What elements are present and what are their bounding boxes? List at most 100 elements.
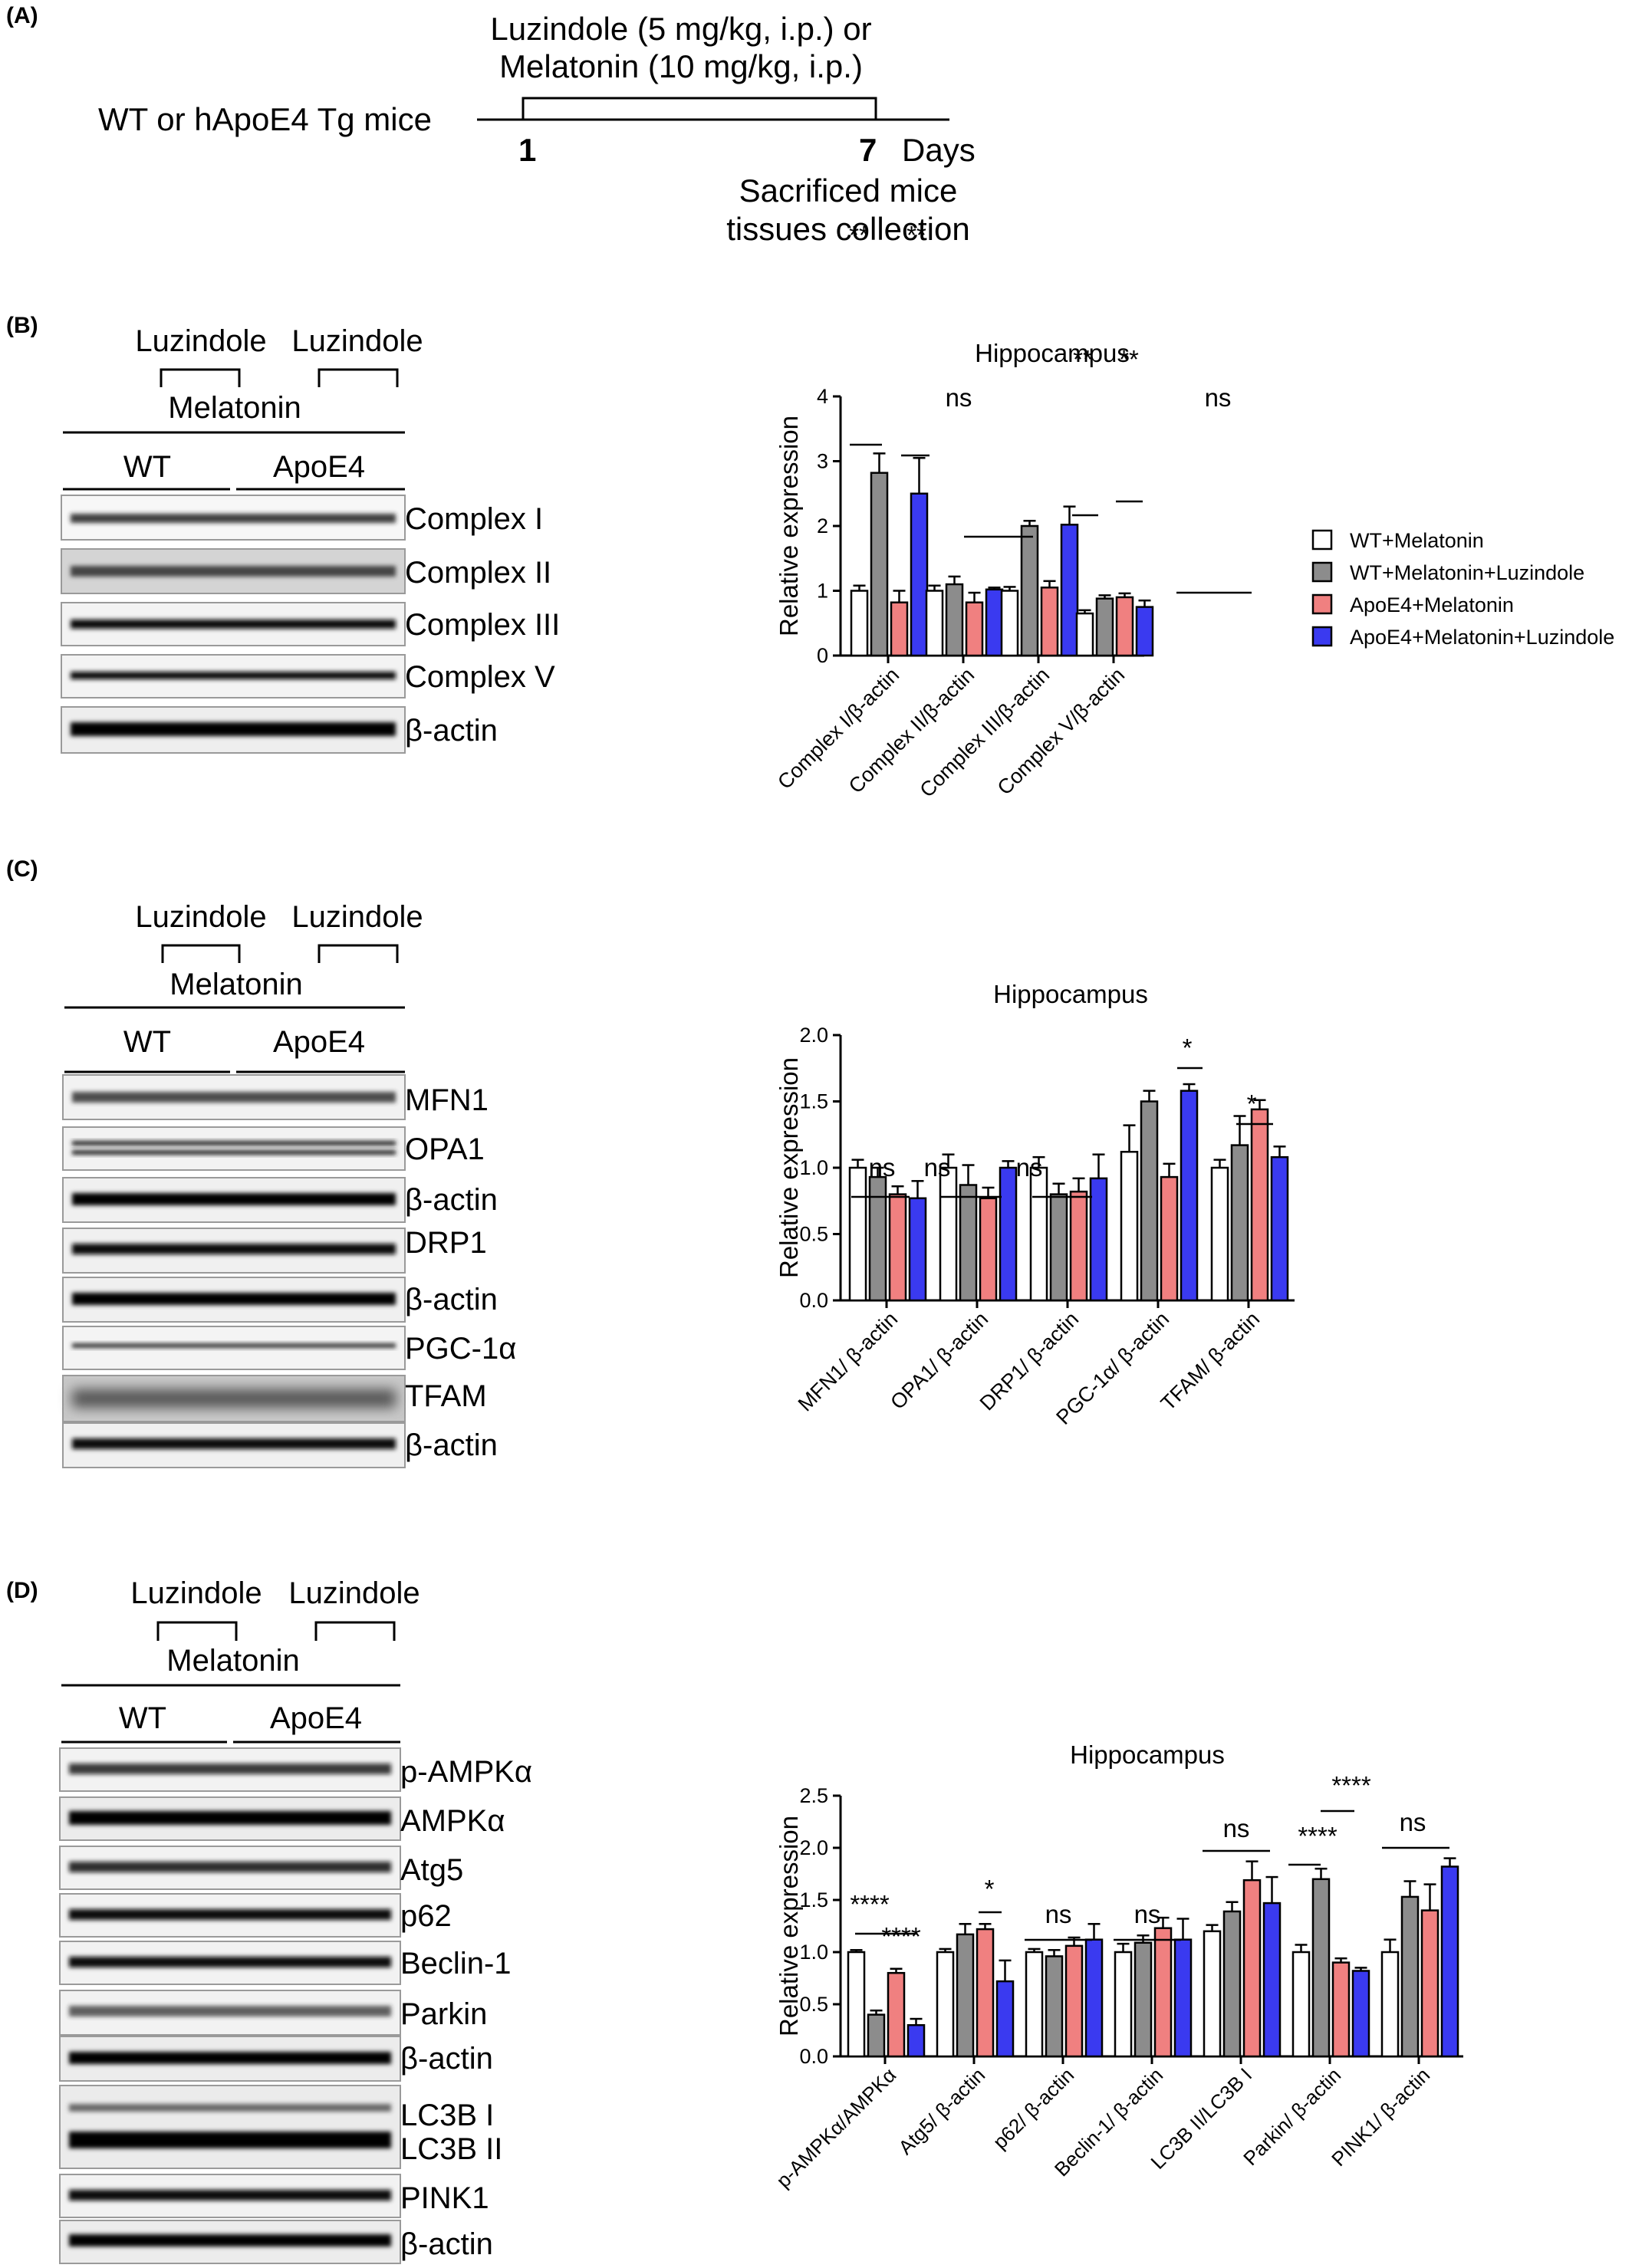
- panel-a-subject: WT or hApoE4 Tg mice: [98, 101, 432, 137]
- blot-p62: [59, 1893, 401, 1938]
- y-axis-label: Relative expression: [775, 1816, 803, 2036]
- bar-1-1-0: [925, 590, 944, 657]
- blot-b-actin: [61, 706, 406, 754]
- significance-label: ns: [869, 1153, 896, 1182]
- y-tick-label: 0: [817, 644, 828, 667]
- blot-pink1: [59, 2174, 401, 2218]
- bar-2-1-2: [979, 1197, 998, 1302]
- wt-label: WT: [119, 1701, 166, 1735]
- chart-3: Hippocampus 0.0 0.5 1.0 1.5 2.0 2.5 Relative ex…: [772, 1740, 1463, 2192]
- blot-label-b-actin-d1: β-actin: [400, 2042, 493, 2076]
- blot-label-pgc1a: PGC-1α: [405, 1332, 516, 1366]
- x-tick-label: p62/ β-actin: [989, 2063, 1079, 2154]
- bar-3-5-0: [1291, 1951, 1311, 2058]
- bar-3-6-3: [1440, 1865, 1459, 2058]
- y-tick-label: 2.0: [799, 1836, 828, 1859]
- luzindole-bracket-1: [161, 944, 241, 963]
- x-tick-label: Complex II/β-actin: [844, 663, 979, 797]
- bar-2-1-3: [999, 1166, 1018, 1302]
- chart-title: Hippocampus: [975, 339, 1130, 367]
- panel-c-label: (C): [6, 856, 38, 882]
- bar-3-6-0: [1380, 1951, 1400, 2058]
- bar-3-0-0: [847, 1951, 866, 2058]
- apoe4-label: ApoE4: [273, 1025, 365, 1059]
- blot-p-ampka: [59, 1747, 401, 1792]
- significance-label: ns: [1045, 1900, 1072, 1928]
- blot-label-pink1: PINK1: [400, 2181, 489, 2215]
- blot-label-b-actin: β-actin: [405, 714, 498, 748]
- bar-2-0-1: [868, 1175, 887, 1302]
- chart-title: Hippocampus: [993, 980, 1148, 1008]
- blot-complex-ii: [61, 548, 406, 594]
- bar-3-4-1: [1222, 1910, 1242, 2058]
- y-tick-label: 3: [817, 450, 828, 473]
- blot-opa1: [62, 1126, 406, 1171]
- panel-a-treatment-line2: Melatonin (10 mg/kg, i.p.): [499, 48, 863, 84]
- wt-label: WT: [123, 450, 171, 484]
- y-tick-label: 1.0: [799, 1156, 828, 1179]
- y-tick-label: 1.5: [799, 1090, 828, 1113]
- bar-1-2-1: [1020, 524, 1039, 657]
- treatment-bracket: [522, 97, 877, 120]
- apoe4-label: ApoE4: [273, 450, 365, 484]
- blot-label-b-actin-3: β-actin: [405, 1428, 498, 1462]
- blot-label-parkin: Parkin: [400, 1997, 487, 2031]
- bar-2-4-3: [1270, 1155, 1289, 1302]
- melatonin-label: Melatonin: [169, 968, 302, 1001]
- bar-2-4-0: [1210, 1166, 1229, 1302]
- apoe4-label: ApoE4: [270, 1701, 362, 1735]
- bar-3-2-3: [1084, 1938, 1104, 2058]
- bar-2-3-2: [1160, 1175, 1179, 1302]
- blot-label-beclin1: Beclin-1: [400, 1947, 512, 1980]
- bar-2-3-1: [1140, 1100, 1159, 1302]
- blot-label-b-actin-1: β-actin: [405, 1183, 498, 1217]
- end-line2: tissues collection: [726, 211, 969, 247]
- significance-label: ****: [850, 1890, 890, 1918]
- blot-label-b-actin-d2: β-actin: [400, 2227, 493, 2261]
- x-tick-label: Complex III/β-actin: [915, 663, 1054, 802]
- significance-label: **: [1073, 345, 1093, 373]
- legend-swatch-3: [1311, 626, 1333, 647]
- blot-label-complex-iii: Complex III: [405, 608, 560, 642]
- luzindole-label-2: Luzindole: [291, 324, 423, 358]
- panel-a-label: (A): [6, 3, 38, 28]
- y-tick-label: 4: [817, 385, 828, 408]
- bar-1-0-1: [870, 472, 889, 657]
- significance-label: ****: [1298, 1822, 1338, 1850]
- bar-3-3-1: [1134, 1941, 1153, 2058]
- bar-3-6-1: [1400, 1895, 1420, 2058]
- chart-1: Hippocampus 0 1 2 3 4 Relative expression Compl…: [773, 221, 1614, 802]
- blot-b-actin-2: [62, 1277, 406, 1323]
- significance-label: ns: [1016, 1153, 1043, 1182]
- blot-label-p62: p62: [400, 1899, 452, 1933]
- bar-3-1-1: [956, 1933, 975, 2058]
- blot-label-ampka: AMPKα: [400, 1804, 505, 1838]
- bar-3-5-3: [1351, 1970, 1370, 2058]
- bar-1-0-0: [850, 590, 869, 657]
- legend-label-0: WT+Melatonin: [1350, 529, 1484, 552]
- blot-b-actin-d1: [59, 2036, 401, 2082]
- blot-b-actin-d2: [59, 2220, 401, 2264]
- legend-swatch-2: [1311, 593, 1333, 615]
- luzindole-bracket-2: [318, 944, 399, 963]
- luzindole-label-1: Luzindole: [135, 324, 266, 358]
- bar-1-0-2: [890, 601, 909, 657]
- bar-3-3-2: [1153, 1927, 1173, 2058]
- bar-2-3-0: [1120, 1150, 1139, 1302]
- bar-3-4-0: [1203, 1930, 1222, 2058]
- significance-label: ns: [1400, 1808, 1426, 1836]
- blot-b-actin-1: [62, 1177, 406, 1223]
- bar-3-3-3: [1173, 1938, 1193, 2058]
- y-tick-label: 2.0: [799, 1024, 828, 1047]
- bar-2-0-2: [888, 1193, 907, 1302]
- bar-1-3-3: [1135, 606, 1154, 657]
- blot-label-lc3b-ii: LC3B II: [400, 2132, 502, 2166]
- bar-2-1-1: [959, 1184, 978, 1302]
- blot-atg5: [59, 1846, 401, 1890]
- panel-d: (D) Luzindole Luzindole Melatonin WT Apo…: [6, 1576, 532, 2264]
- bar-2-0-3: [908, 1197, 927, 1302]
- panel-d-label: (D): [6, 1578, 38, 1603]
- blot-label-b-actin-2: β-actin: [405, 1283, 498, 1316]
- luzindole-label-1: Luzindole: [135, 900, 266, 934]
- luzindole-bracket-1: [160, 368, 241, 387]
